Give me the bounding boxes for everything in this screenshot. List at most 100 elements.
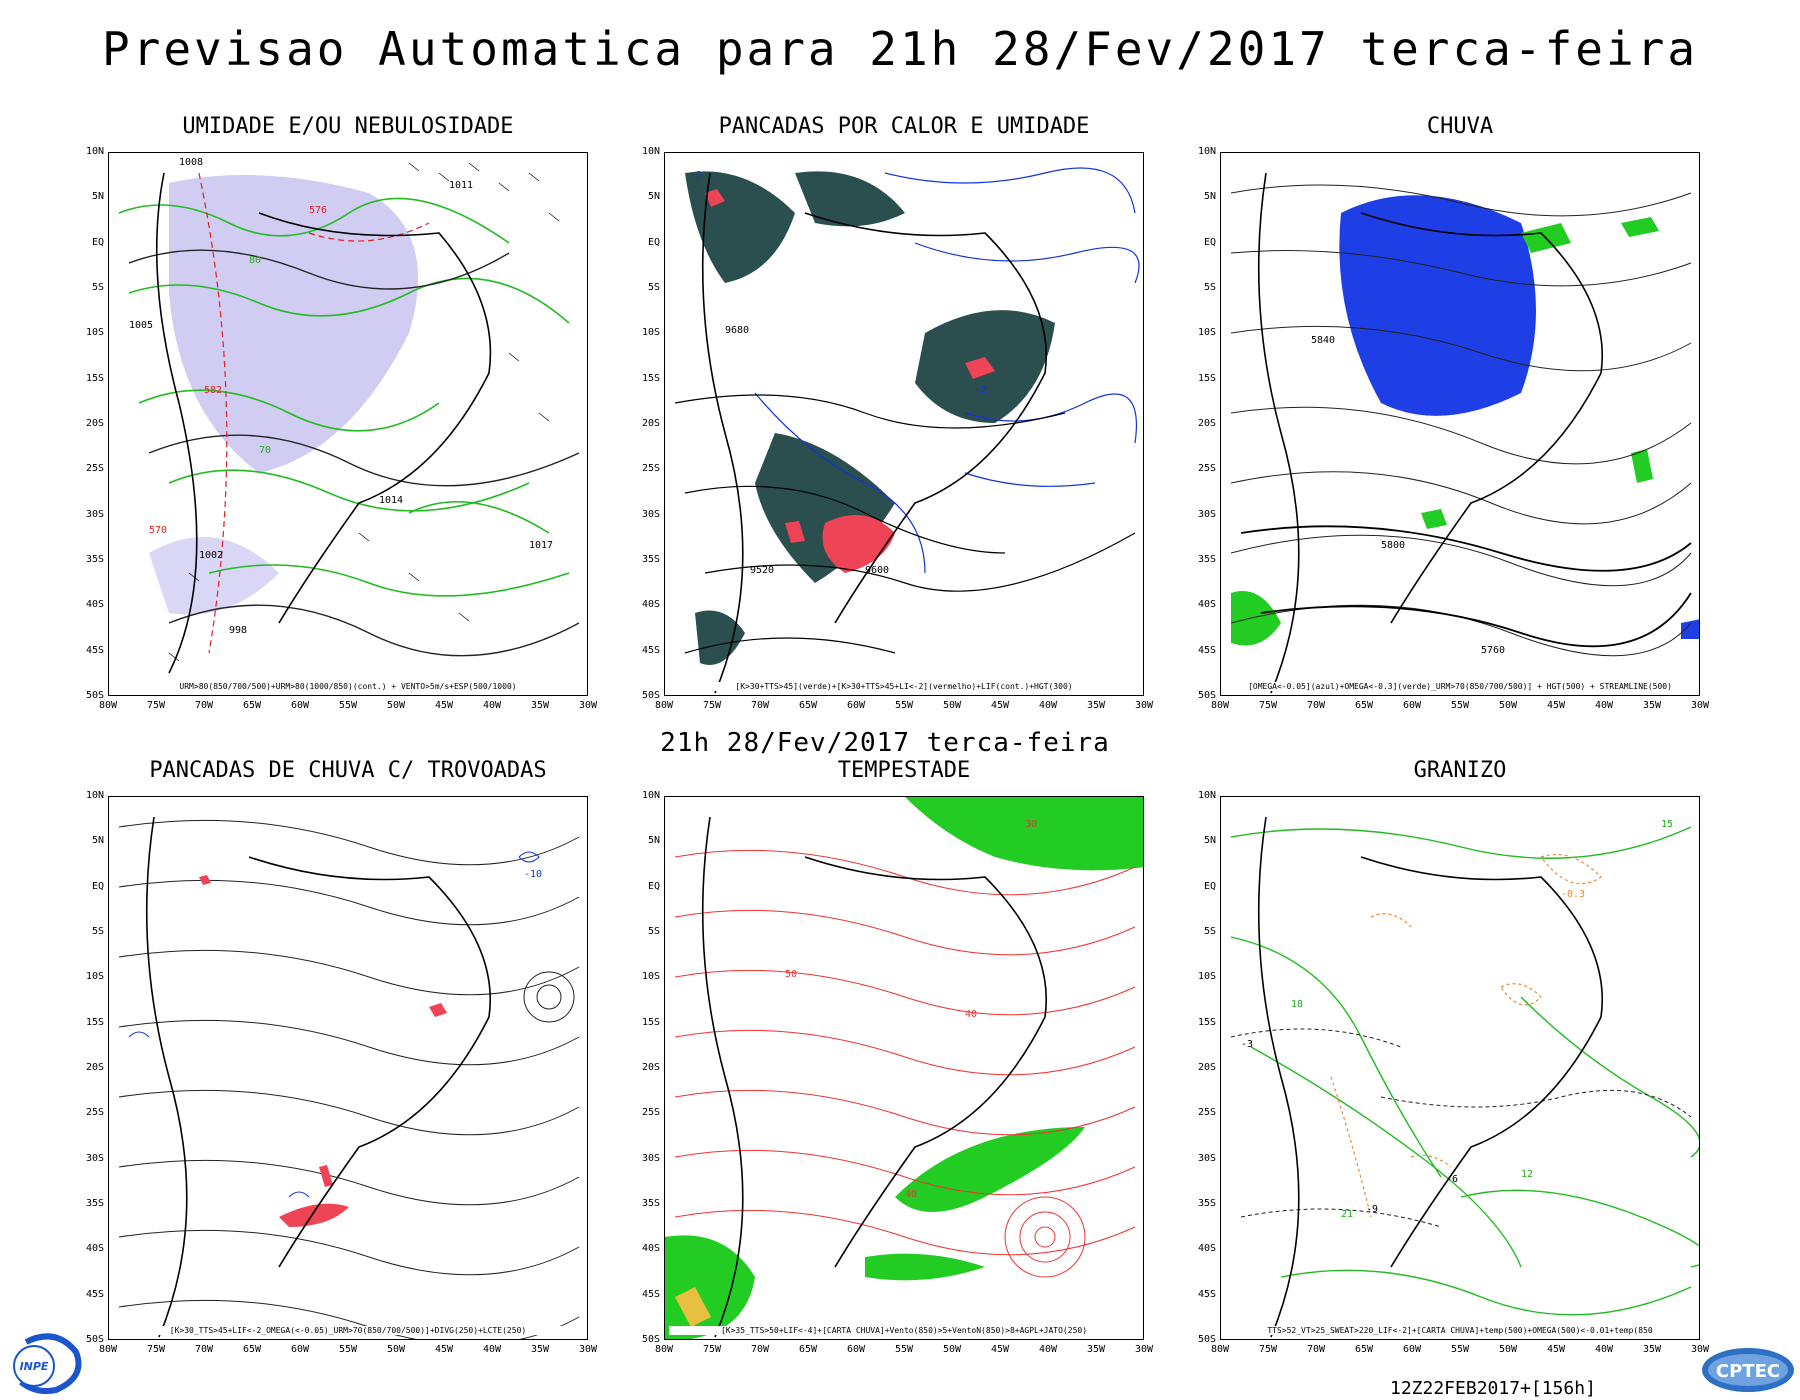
latitude-tick-label: 45S bbox=[85, 1288, 104, 1300]
longitude-tick-label: 75W bbox=[1258, 1344, 1278, 1355]
longitude-tick-label: 35W bbox=[530, 1344, 550, 1355]
longitude-tick-label: 50W bbox=[1498, 1344, 1518, 1355]
contour-label: -10 bbox=[524, 869, 542, 880]
longitude-tick-label: 45W bbox=[990, 700, 1010, 711]
latitude-tick-label: 25S bbox=[1197, 1107, 1216, 1119]
longitude-tick-label: 60W bbox=[1402, 700, 1422, 711]
contour-label: 12 bbox=[1521, 1169, 1533, 1180]
latitude-tick-label: 10N bbox=[641, 146, 660, 157]
longitude-tick-label: 40W bbox=[1038, 700, 1058, 711]
latitude-tick-label: 10S bbox=[85, 327, 104, 339]
latitude-tick-label: 10S bbox=[1197, 327, 1216, 339]
map-pancadas-trovoadas: -10 [K>30_TTS>45+LIF<-2_OMEGA(<-0.05)_UR… bbox=[108, 796, 588, 1340]
longitude-tick-label: 50W bbox=[942, 1344, 962, 1355]
longitude-tick-label: 30W bbox=[1690, 1344, 1710, 1355]
longitude-tick-label: 75W bbox=[1258, 700, 1278, 711]
longitude-tick-label: 60W bbox=[846, 1344, 866, 1355]
latitude-tick-label: 15S bbox=[85, 1016, 104, 1028]
panel-title: CHUVA bbox=[1426, 114, 1494, 139]
latitude-tick-label: 40S bbox=[1197, 1243, 1216, 1255]
latitude-tick-label: 5S bbox=[647, 282, 660, 293]
latitude-tick-label: 5S bbox=[1203, 926, 1216, 937]
latitude-tick-label: 10N bbox=[85, 146, 104, 157]
latitude-tick-label: 10N bbox=[1197, 790, 1216, 801]
panel-caption: TTS>52_VT>25_SWEAT>220_LIF<-2]+[CARTA CH… bbox=[1225, 1326, 1695, 1335]
longitude-tick-label: 45W bbox=[434, 700, 454, 711]
longitude-tick-label: 80W bbox=[1210, 1344, 1230, 1355]
longitude-tick-label: 30W bbox=[1134, 1344, 1154, 1355]
cptec-logo: CPTEC bbox=[1700, 1346, 1796, 1394]
latitude-tick-label: 35S bbox=[85, 1198, 104, 1209]
latitude-tick-label: 35S bbox=[1197, 1198, 1216, 1209]
contour-label: 576 bbox=[309, 205, 327, 216]
latitude-tick-label: 10N bbox=[85, 790, 104, 801]
latitude-tick-label: EQ bbox=[1203, 880, 1216, 892]
longitude-tick-label: 40W bbox=[1594, 700, 1614, 711]
contour-label: 40 bbox=[965, 1009, 977, 1020]
panel-chuva: CHUVA bbox=[1198, 114, 1709, 714]
latitude-tick-label: 40S bbox=[641, 599, 660, 611]
panel-granizo: GRANIZO bbox=[1198, 758, 1709, 1358]
latitude-tick-label: 10N bbox=[1197, 146, 1216, 157]
longitude-tick-label: 55W bbox=[1450, 1344, 1470, 1355]
latitude-tick-label: 45S bbox=[641, 644, 660, 656]
longitude-tick-label: 60W bbox=[290, 700, 310, 711]
latitude-tick-label: 5S bbox=[91, 926, 104, 937]
longitude-tick-label: 40W bbox=[482, 700, 502, 711]
valid-time-subtitle: 21h 28/Fev/2017 terca-feira bbox=[660, 728, 1110, 758]
longitude-tick-label: 70W bbox=[194, 1344, 214, 1355]
contour-label: 5760 bbox=[1481, 645, 1505, 656]
latitude-tick-label: 5N bbox=[91, 835, 104, 847]
contour-label: 30 bbox=[1025, 819, 1037, 830]
latitude-tick-label: 50S bbox=[1197, 690, 1216, 701]
longitude-tick-label: 30W bbox=[1690, 700, 1710, 711]
contour-label: 9680 bbox=[725, 325, 749, 336]
panel-title: GRANIZO bbox=[1413, 758, 1507, 783]
longitude-tick-label: 60W bbox=[1402, 1344, 1422, 1355]
longitude-tick-label: 55W bbox=[1450, 700, 1470, 711]
longitude-tick-label: 70W bbox=[750, 700, 770, 711]
longitude-tick-label: 35W bbox=[1642, 700, 1662, 711]
longitude-tick-label: 60W bbox=[846, 700, 866, 711]
latitude-tick-label: 5N bbox=[647, 835, 660, 847]
longitude-tick-label: 70W bbox=[1306, 700, 1326, 711]
latitude-tick-label: 40S bbox=[85, 1243, 104, 1255]
longitude-tick-label: 50W bbox=[942, 700, 962, 711]
panel-title: PANCADAS DE CHUVA C/ TROVOADAS bbox=[149, 758, 547, 783]
latitude-tick-label: 10S bbox=[641, 971, 660, 983]
longitude-tick-label: 45W bbox=[434, 1344, 454, 1355]
contour-label: 9520 bbox=[750, 565, 774, 576]
longitude-tick-label: 80W bbox=[654, 1344, 674, 1355]
latitude-tick-label: 30S bbox=[1197, 508, 1216, 520]
contour-label: 1002 bbox=[199, 550, 223, 561]
longitude-tick-label: 35W bbox=[1642, 1344, 1662, 1355]
contour-label: -2 bbox=[690, 170, 702, 181]
latitude-tick-label: 30S bbox=[1197, 1152, 1216, 1164]
latitude-tick-label: 10S bbox=[1197, 971, 1216, 983]
latitude-tick-label: 50S bbox=[641, 690, 660, 701]
latitude-tick-label: 35S bbox=[641, 1198, 660, 1209]
longitude-tick-label: 70W bbox=[1306, 1344, 1326, 1355]
map-pancadas-calor: 9680 9600 9520 -2 -2 [K>30+TTS>45](verde… bbox=[664, 152, 1144, 696]
latitude-axis: 10N 5N EQ 5S 10S 15S 20S 25S 30S 35S 40S 45S 50S bbox=[1184, 146, 1216, 701]
map-tempestade: 40 50 40 30 [K>35_TTS>50+LIF<-4]+[CARTA … bbox=[664, 796, 1144, 1340]
contour-label: 70 bbox=[259, 445, 271, 456]
contour-label: 40 bbox=[905, 1189, 917, 1200]
longitude-tick-label: 35W bbox=[530, 700, 550, 711]
contour-label: 1014 bbox=[379, 495, 403, 506]
contour-label: 1011 bbox=[449, 180, 473, 191]
contour-label: 9600 bbox=[865, 565, 889, 576]
longitude-tick-label: 70W bbox=[194, 700, 214, 711]
contour-label: 570 bbox=[149, 525, 167, 536]
latitude-tick-label: 50S bbox=[1197, 1334, 1216, 1345]
contour-label: 1005 bbox=[129, 320, 153, 331]
longitude-tick-label: 40W bbox=[482, 1344, 502, 1355]
latitude-tick-label: EQ bbox=[91, 236, 104, 248]
longitude-axis: 80W 75W 70W 65W 60W 55W 50W 45W 40W 35W 30W bbox=[1211, 1344, 1709, 1358]
contour-label: 5840 bbox=[1311, 335, 1335, 346]
longitude-tick-label: 80W bbox=[98, 1344, 118, 1355]
longitude-tick-label: 60W bbox=[290, 1344, 310, 1355]
longitude-axis: 80W 75W 70W 65W 60W 55W 50W 45W 40W 35W 30W bbox=[1211, 700, 1709, 714]
map-granizo: 15 18 21 12 -3 -6 -9 -0.3 TTS>52_VT>25_S… bbox=[1220, 796, 1700, 1340]
panel-caption: [OMEGA<-0.05](azul)+OMEGA<-0.3](verde)_U… bbox=[1225, 682, 1695, 691]
